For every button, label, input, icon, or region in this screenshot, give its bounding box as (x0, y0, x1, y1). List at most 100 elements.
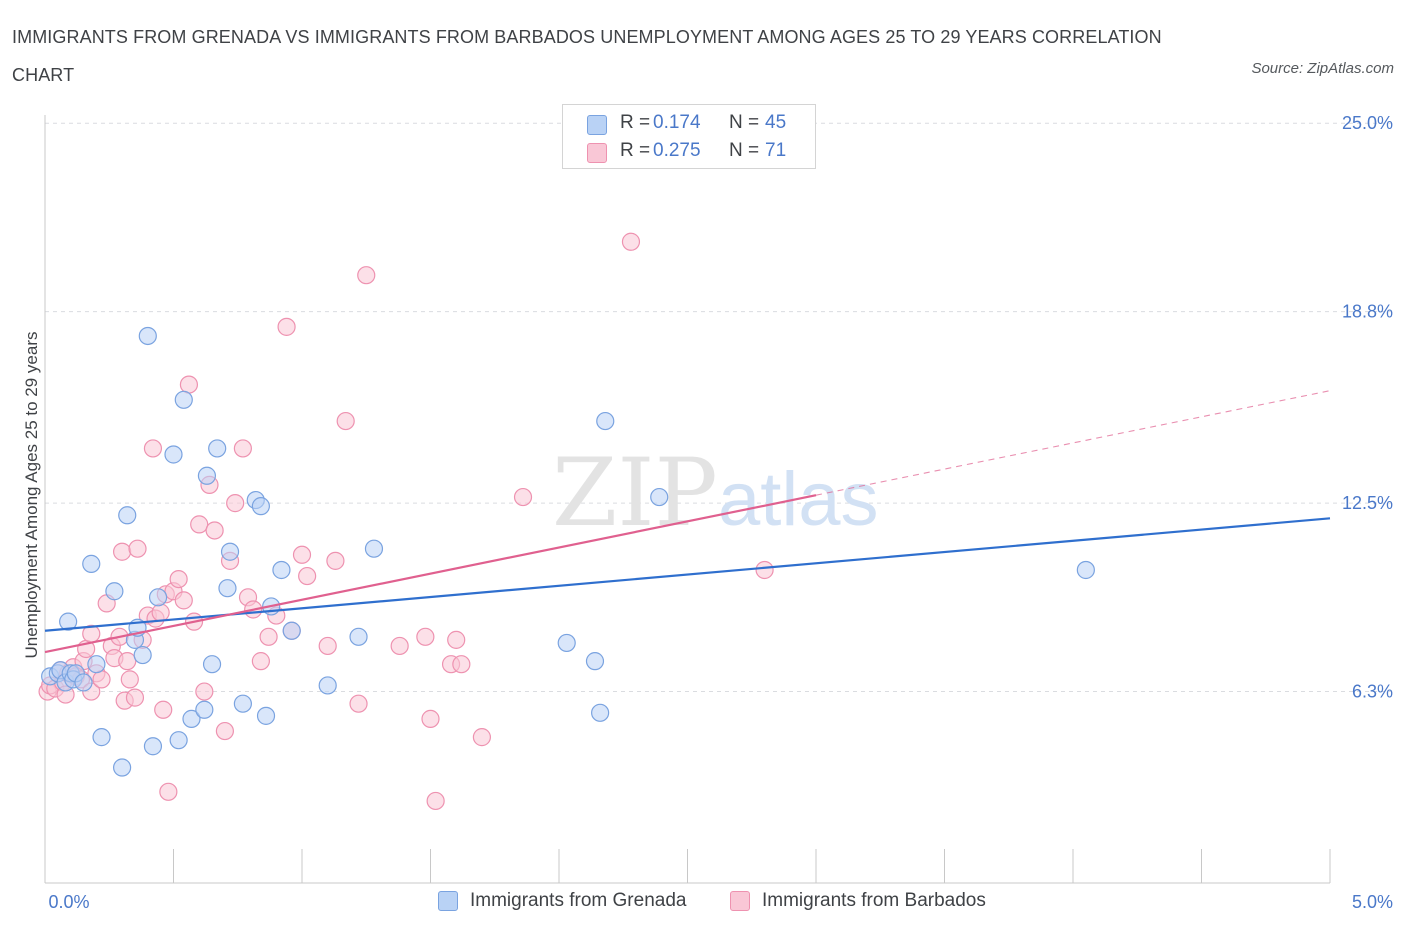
barbados-point (118, 652, 137, 671)
y-tick-label: 12.5% (1342, 493, 1393, 513)
grenada-point (169, 731, 188, 750)
grenada-point (364, 539, 384, 558)
legend-label-barbados: Immigrants from Barbados (762, 890, 986, 911)
grenada-point (195, 700, 214, 719)
barbados-point (205, 521, 224, 540)
barbados-point (233, 439, 252, 458)
grenada-point (318, 676, 337, 695)
barbados-trend-line (44, 494, 817, 654)
barbados-point (447, 630, 466, 649)
series-grenada (41, 326, 1095, 777)
barbados-point (472, 728, 491, 747)
barbados-point (190, 515, 209, 534)
grenada-point (282, 621, 301, 640)
grenada-point (349, 627, 368, 646)
barbados-point (298, 566, 317, 586)
barbados-point (179, 375, 199, 394)
grenada-point (174, 390, 193, 409)
legend-r-label: R = (620, 112, 651, 133)
barbados-point (174, 591, 193, 610)
y-tick-label: 18.8% (1342, 302, 1393, 322)
trend-lines (44, 390, 1331, 654)
barbados-point (151, 603, 170, 622)
legend-r-value: 0.275 (653, 140, 701, 161)
y-axis-label: Unemployment Among Ages 25 to 29 years (22, 332, 41, 659)
grenada-point (650, 487, 669, 507)
barbados-point (336, 411, 355, 431)
barbados-point (621, 232, 641, 251)
watermark: ZIP atlas (552, 439, 879, 548)
legend-label-grenada: Immigrants from Grenada (470, 890, 687, 911)
grenada-point (202, 655, 222, 674)
grenada-point (82, 554, 101, 573)
grenada-point (148, 588, 168, 607)
grenada-point (138, 326, 157, 346)
barbados-point (277, 317, 296, 336)
barbados-point (143, 439, 163, 458)
grenada-point (59, 612, 78, 631)
grenada-point (256, 706, 276, 725)
grenada-point (74, 673, 93, 692)
barbados-point (292, 545, 312, 564)
grenada-point (92, 728, 111, 747)
correlation-legend: R = 0.174 N = 45 R = 0.275 N = 71 (562, 104, 816, 169)
legend-r-value: 0.174 (653, 112, 701, 133)
chart-title: IMMIGRANTS FROM GRENADA VS IMMIGRANTS FR… (12, 27, 1162, 85)
legend-row-barbados: R = 0.275 N = 71 (563, 138, 815, 166)
barbados-point (125, 688, 145, 707)
grenada-point (208, 439, 227, 458)
grenada-point (197, 466, 217, 485)
axes (44, 115, 1331, 884)
legend-row-grenada: R = 0.174 N = 45 (563, 110, 815, 138)
grenada-point (105, 582, 124, 601)
barbados-point (195, 682, 214, 701)
y-tick-label: 25.0% (1342, 113, 1393, 133)
x-tick-label: 5.0% (1352, 892, 1393, 912)
legend-n-label: N = (729, 112, 760, 133)
barbados-point (426, 791, 445, 811)
grenada-swatch-icon (438, 891, 458, 911)
barbados-point (318, 636, 337, 656)
grenada-point (143, 737, 163, 756)
grenada-point (87, 655, 106, 674)
barbados-point (251, 652, 270, 671)
source-credit: Source: ZipAtlas.com (1251, 60, 1394, 77)
grenada-trend-line (44, 517, 1331, 632)
y-tick-label: 6.3% (1352, 682, 1393, 702)
watermark-zip: ZIP (552, 439, 718, 548)
x-tick-label: 0.0% (48, 892, 89, 912)
barbados-point (452, 655, 471, 674)
barbados-trend-line-extension (815, 390, 1331, 496)
barbados-point (128, 539, 147, 558)
barbados-point (120, 670, 139, 689)
legend-n-label: N = (729, 140, 760, 161)
barbados-point (755, 560, 774, 580)
grenada-point (233, 694, 252, 713)
legend-n-value: 71 (765, 140, 787, 161)
grenada-point (557, 633, 576, 653)
barbados-swatch-icon (730, 891, 750, 911)
legend-n-value: 45 (765, 112, 787, 133)
barbados-point (215, 721, 234, 741)
legend-r-label: R = (620, 140, 651, 161)
barbados-point (349, 694, 368, 713)
grenada-point (118, 506, 137, 525)
barbados-point (326, 551, 345, 570)
grenada-point (591, 703, 610, 722)
barbados-point (421, 709, 440, 728)
grenada-point (596, 411, 615, 431)
grenada-point (220, 542, 240, 561)
barbados-point (154, 700, 173, 719)
grenada-point (133, 645, 152, 665)
barbados-point (92, 670, 111, 689)
barbados-point (112, 542, 132, 561)
barbados-swatch-icon (587, 143, 607, 163)
barbados-point (513, 487, 533, 507)
barbados-point (390, 636, 409, 656)
barbados-point (169, 569, 188, 589)
grenada-point (272, 560, 291, 580)
grenada-point (112, 758, 132, 777)
barbados-point (259, 627, 278, 646)
barbados-point (357, 266, 376, 285)
